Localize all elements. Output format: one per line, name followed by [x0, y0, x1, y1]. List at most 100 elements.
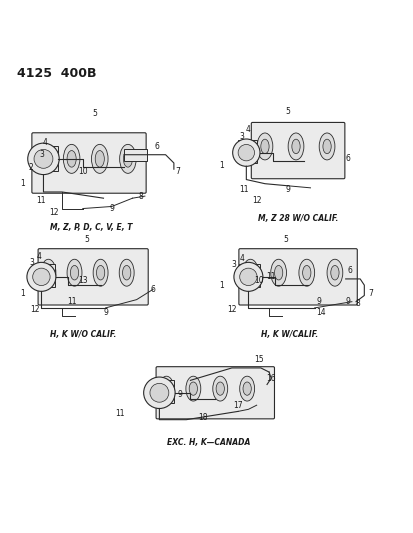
Text: 7: 7 [367, 289, 372, 298]
Circle shape [143, 377, 175, 408]
Text: 9: 9 [285, 185, 290, 195]
Text: 1: 1 [20, 179, 25, 188]
Text: 6: 6 [347, 266, 351, 275]
Text: 3: 3 [39, 150, 44, 159]
Text: 10: 10 [253, 277, 263, 286]
Text: 16: 16 [266, 374, 275, 383]
Text: 9: 9 [177, 390, 182, 399]
Text: 1: 1 [20, 289, 25, 298]
FancyBboxPatch shape [38, 249, 148, 305]
Text: 3: 3 [239, 132, 244, 141]
Text: 11: 11 [68, 297, 77, 306]
Circle shape [28, 143, 59, 175]
Text: H, K W/CALIF.: H, K W/CALIF. [261, 330, 318, 340]
Ellipse shape [122, 265, 131, 280]
FancyBboxPatch shape [238, 249, 356, 305]
Text: 8: 8 [355, 299, 360, 308]
Text: 12: 12 [31, 305, 40, 314]
Ellipse shape [189, 382, 197, 395]
Text: 10: 10 [78, 167, 88, 176]
Bar [153, 381, 173, 403]
Circle shape [33, 268, 50, 286]
Text: 1: 1 [218, 160, 223, 169]
Text: 4: 4 [43, 138, 48, 147]
Text: 11: 11 [115, 409, 124, 418]
Ellipse shape [274, 265, 282, 280]
Ellipse shape [322, 139, 330, 154]
Ellipse shape [242, 259, 258, 286]
Ellipse shape [318, 133, 334, 160]
Text: 6: 6 [344, 155, 349, 163]
Ellipse shape [119, 259, 134, 286]
Text: 5: 5 [285, 107, 290, 116]
Bar [124, 149, 147, 161]
Ellipse shape [67, 151, 76, 167]
Ellipse shape [35, 144, 52, 173]
Circle shape [237, 144, 254, 161]
Ellipse shape [270, 259, 286, 286]
Circle shape [34, 149, 53, 168]
Text: 11: 11 [266, 272, 275, 281]
Text: 5: 5 [84, 235, 89, 244]
Circle shape [239, 268, 256, 286]
Text: 18: 18 [198, 413, 207, 422]
Text: 7: 7 [175, 167, 180, 176]
Text: H, K W/O CALIF.: H, K W/O CALIF. [50, 330, 116, 340]
Text: 6: 6 [154, 142, 159, 151]
Text: 9: 9 [103, 308, 108, 317]
Bar [237, 140, 256, 163]
Text: 4: 4 [245, 125, 250, 134]
Text: EXC. H, K—CANADA: EXC. H, K—CANADA [167, 438, 250, 447]
Ellipse shape [39, 151, 48, 167]
Text: 12: 12 [227, 305, 236, 314]
Ellipse shape [216, 382, 224, 395]
Text: 11: 11 [37, 196, 46, 205]
FancyBboxPatch shape [32, 133, 146, 193]
Text: 5: 5 [282, 235, 287, 244]
Ellipse shape [95, 151, 104, 167]
Ellipse shape [326, 259, 342, 286]
Ellipse shape [246, 265, 254, 280]
FancyBboxPatch shape [251, 123, 344, 179]
Bar [239, 264, 259, 287]
Text: M, Z 28 W/O CALIF.: M, Z 28 W/O CALIF. [257, 214, 337, 223]
Ellipse shape [291, 139, 299, 154]
FancyBboxPatch shape [156, 367, 274, 419]
Text: 5: 5 [93, 109, 97, 118]
Text: 8: 8 [138, 192, 143, 200]
Text: 14: 14 [315, 308, 325, 317]
Text: 15: 15 [253, 355, 263, 364]
Circle shape [27, 262, 56, 292]
Ellipse shape [44, 265, 52, 280]
Ellipse shape [123, 151, 132, 167]
Ellipse shape [239, 376, 254, 401]
Bar [35, 147, 58, 171]
Ellipse shape [212, 376, 227, 401]
Text: 6: 6 [150, 285, 155, 294]
Ellipse shape [162, 382, 170, 395]
Ellipse shape [159, 376, 173, 401]
Ellipse shape [93, 259, 108, 286]
Ellipse shape [41, 259, 56, 286]
Ellipse shape [302, 265, 310, 280]
Text: 12: 12 [252, 196, 261, 205]
Ellipse shape [298, 259, 314, 286]
Circle shape [232, 139, 259, 166]
Text: 2: 2 [28, 163, 33, 172]
Ellipse shape [330, 265, 338, 280]
Text: 9: 9 [316, 297, 320, 306]
Ellipse shape [185, 376, 200, 401]
Text: 4125  400B: 4125 400B [17, 68, 96, 80]
Ellipse shape [91, 144, 108, 173]
Text: M, Z, P, D, C, V, E, T: M, Z, P, D, C, V, E, T [50, 223, 132, 232]
Ellipse shape [63, 144, 80, 173]
Ellipse shape [70, 265, 78, 280]
Text: 9: 9 [109, 204, 114, 213]
Ellipse shape [67, 259, 82, 286]
Ellipse shape [256, 133, 272, 160]
Text: 1: 1 [218, 281, 223, 289]
Text: 3: 3 [231, 260, 236, 269]
Bar [34, 264, 55, 287]
Ellipse shape [260, 139, 268, 154]
Text: 11: 11 [239, 185, 248, 195]
